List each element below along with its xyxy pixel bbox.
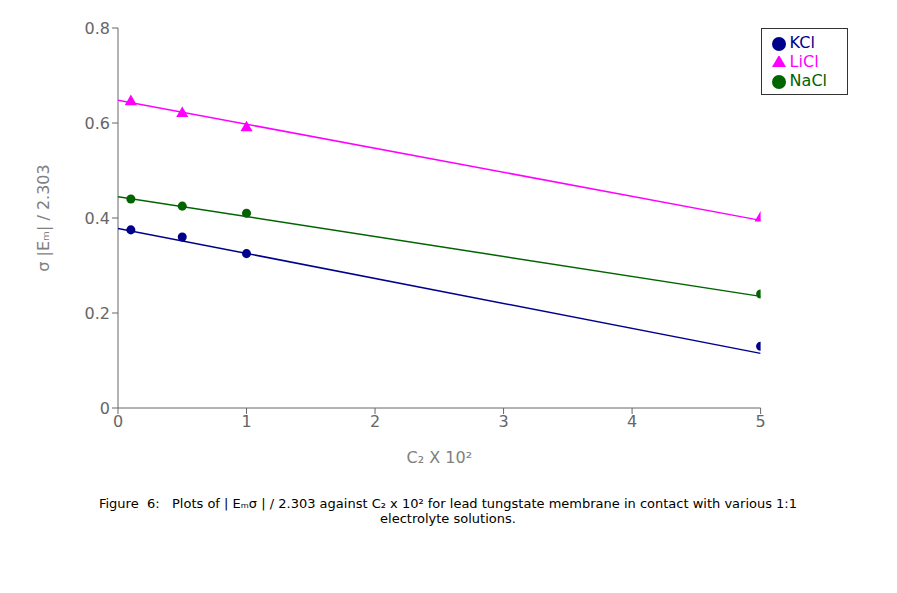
svg-text:2: 2 [370, 412, 380, 431]
svg-text:C₂ X 10²: C₂ X 10² [407, 448, 473, 467]
svg-text:3: 3 [498, 412, 508, 431]
html-text:KCl: KCl [789, 33, 815, 52]
html-text:LiCl: LiCl [789, 52, 819, 71]
svg-text:0: 0 [113, 412, 123, 431]
svg-text:σ |Eₘ| / 2.303: σ |Eₘ| / 2.303 [34, 164, 53, 271]
html-text:Figure 6: Plots of | Eₘσ | / 2: Figure 6: Plots of | Eₘσ | / 2.303 again… [99, 496, 797, 511]
svg-text:5: 5 [756, 412, 766, 431]
svg-text:0.8: 0.8 [85, 19, 110, 38]
html-text:NaCl: NaCl [789, 71, 827, 90]
svg-text:4: 4 [627, 412, 637, 431]
svg-text:0.6: 0.6 [85, 114, 110, 133]
html-text:electrolyte solutions.: electrolyte solutions. [380, 511, 516, 526]
svg-text:1: 1 [241, 412, 251, 431]
svg-text:0.4: 0.4 [85, 209, 110, 228]
svg-text:0: 0 [100, 399, 110, 418]
svg-text:0.2: 0.2 [85, 304, 110, 323]
